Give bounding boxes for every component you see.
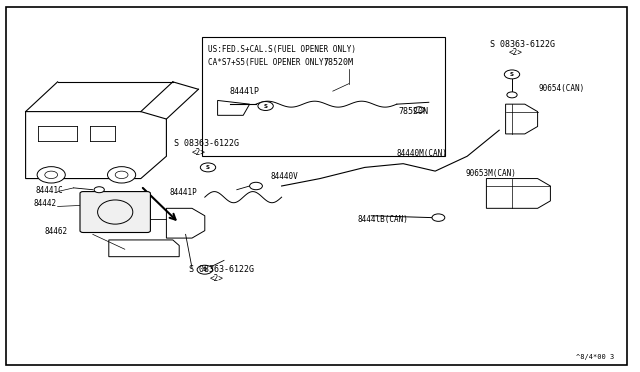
Text: <2>: <2> [509, 48, 523, 57]
Text: 84442: 84442 [33, 199, 56, 208]
Text: CA*S7+S5(FUEL OPENER ONLY): CA*S7+S5(FUEL OPENER ONLY) [208, 58, 328, 67]
Text: 90654(CAN): 90654(CAN) [539, 84, 585, 93]
Text: US:FED.S+CAL.S(FUEL OPENER ONLY): US:FED.S+CAL.S(FUEL OPENER ONLY) [208, 45, 356, 54]
Text: S 08363-6122G: S 08363-6122G [174, 139, 239, 148]
Text: S: S [206, 165, 210, 170]
Circle shape [507, 92, 517, 98]
Text: 8444lB(CAN): 8444lB(CAN) [357, 215, 408, 224]
Text: S: S [510, 72, 514, 77]
Text: 84441P: 84441P [170, 188, 197, 197]
Circle shape [115, 171, 128, 179]
Circle shape [432, 214, 445, 221]
Circle shape [504, 70, 520, 79]
Text: 78520M: 78520M [324, 58, 354, 67]
Text: S: S [203, 267, 207, 272]
Text: <2>: <2> [210, 274, 224, 283]
Circle shape [197, 265, 212, 274]
Circle shape [200, 163, 216, 172]
Circle shape [250, 182, 262, 190]
Text: 84441C: 84441C [35, 186, 63, 195]
Text: 84462: 84462 [45, 227, 68, 235]
Text: <2>: <2> [192, 148, 206, 157]
Circle shape [37, 167, 65, 183]
Circle shape [414, 107, 424, 113]
Circle shape [94, 187, 104, 193]
Text: S 08363-6122G: S 08363-6122G [189, 265, 254, 274]
Text: 78520N: 78520N [398, 107, 428, 116]
Text: S 08363-6122G: S 08363-6122G [490, 39, 555, 48]
Bar [202, 37, 445, 156]
Circle shape [45, 171, 58, 179]
Circle shape [258, 102, 273, 110]
Text: ^8/4*00 3: ^8/4*00 3 [576, 354, 614, 360]
Text: S: S [264, 103, 268, 109]
Text: 84440V: 84440V [270, 172, 298, 181]
Text: 90653M(CAN): 90653M(CAN) [466, 169, 516, 177]
Circle shape [108, 167, 136, 183]
FancyBboxPatch shape [80, 192, 150, 232]
Text: 84440M(CAN): 84440M(CAN) [397, 149, 447, 158]
Text: 8444lP: 8444lP [229, 87, 259, 96]
